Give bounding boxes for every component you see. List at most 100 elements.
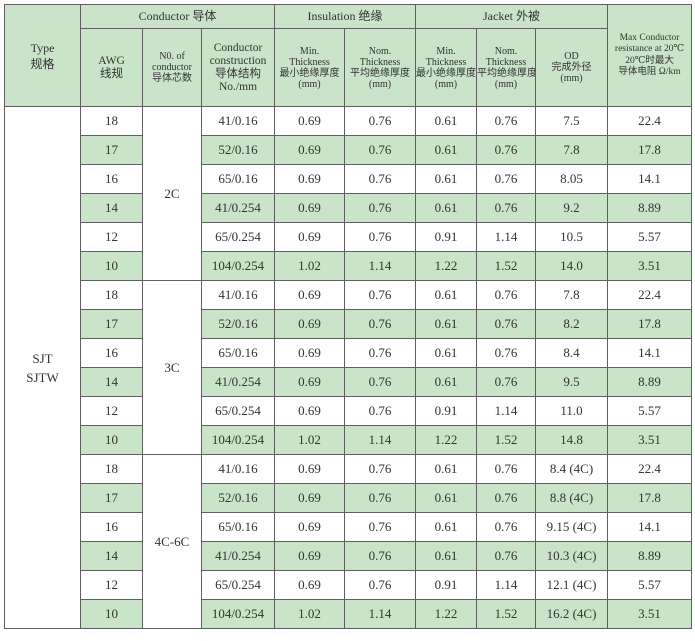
res-cell: 22.4 (607, 454, 693, 484)
jac-min-cell: 0.91 (415, 570, 478, 600)
ins-min-cell: 0.69 (274, 193, 346, 223)
ins-nom-cell: 0.76 (344, 454, 417, 484)
ins-nom-cell: 0.76 (344, 164, 417, 194)
ins-min-cell: 0.69 (274, 396, 346, 426)
ins-min-cell: 0.69 (274, 570, 346, 600)
ins-nom-cell: 0.76 (344, 367, 417, 397)
construction-cell: 41/0.254 (200, 541, 276, 571)
ins-min-cell: 0.69 (274, 541, 346, 571)
construction-cell: 65/0.16 (200, 338, 276, 368)
od-cell: 8.2 (535, 309, 609, 339)
jac-min-cell: 1.22 (415, 599, 478, 629)
construction-cell: 52/0.16 (200, 483, 276, 513)
jac-min-cell: 0.61 (415, 512, 478, 542)
no-conductor-header: N0. of conductor 导体芯数 (142, 28, 202, 107)
res-cell: 3.51 (607, 599, 693, 629)
ins-min-cell: 0.69 (274, 367, 346, 397)
jac-nom-cell: 1.52 (476, 599, 537, 629)
jac-nom-cell: 0.76 (476, 106, 537, 136)
construction-cell: 104/0.254 (200, 425, 276, 455)
ins-min-cell: 1.02 (274, 251, 346, 281)
table-row: 10 104/0.254 1.02 1.14 1.22 1.52 14.8 3.… (5, 425, 693, 455)
jac-nom-cell: 0.76 (476, 280, 537, 310)
table-row: 17 52/0.16 0.69 0.76 0.61 0.76 8.2 17.8 (5, 309, 693, 339)
construction-cell: 104/0.254 (200, 251, 276, 281)
type-cell: SJT SJTW (4, 106, 81, 629)
jac-nom-cell: 0.76 (476, 309, 537, 339)
od-cell: 8.4 (535, 338, 609, 368)
jac-min-cell: 0.61 (415, 541, 478, 571)
construction-cell: 41/0.16 (200, 106, 276, 136)
ins-nom-cell: 0.76 (344, 541, 417, 571)
jac-nom-cell: 0.76 (476, 483, 537, 513)
od-cell: 7.8 (535, 135, 609, 165)
awg-cell: 18 (80, 454, 143, 484)
res-cell: 5.57 (607, 570, 693, 600)
ins-min-cell: 0.69 (274, 454, 346, 484)
max-resistance-header: Max Conductor resistance at 20℃ 20℃时最大 导… (607, 4, 693, 107)
jac-nom-cell: 1.52 (476, 425, 537, 455)
insulation-nom-header: Nom. Thickness 平均绝缘厚度 (mm) (344, 28, 417, 107)
od-cell: 8.8 (4C) (535, 483, 609, 513)
od-cell: 9.15 (4C) (535, 512, 609, 542)
table-row: 18 4C-6C 41/0.16 0.69 0.76 0.61 0.76 8.4… (5, 454, 693, 629)
construction-cell: 41/0.254 (200, 193, 276, 223)
awg-header: AWG 线规 (80, 28, 143, 107)
table-row: 10 104/0.254 1.02 1.14 1.22 1.52 16.2 (4… (5, 599, 693, 629)
jac-nom-cell: 1.14 (476, 222, 537, 252)
table-row: 14 41/0.254 0.69 0.76 0.61 0.76 9.2 8.89 (5, 193, 693, 223)
jacket-group-header: Jacket 外被 (415, 4, 609, 29)
table-row: 16 65/0.16 0.69 0.76 0.61 0.76 9.15 (4C)… (5, 512, 693, 542)
od-cell: 10.5 (535, 222, 609, 252)
jac-min-cell: 0.61 (415, 135, 478, 165)
res-cell: 22.4 (607, 280, 693, 310)
jac-min-cell: 0.61 (415, 309, 478, 339)
jac-nom-cell: 0.76 (476, 454, 537, 484)
construction-cell: 52/0.16 (200, 135, 276, 165)
ins-nom-cell: 0.76 (344, 396, 417, 426)
ins-nom-cell: 0.76 (344, 280, 417, 310)
table-row: 14 41/0.254 0.69 0.76 0.61 0.76 9.5 8.89 (5, 367, 693, 397)
jac-min-cell: 0.61 (415, 106, 478, 136)
construction-cell: 65/0.16 (200, 512, 276, 542)
jac-min-cell: 0.61 (415, 367, 478, 397)
table-row: 12 65/0.254 0.69 0.76 0.91 1.14 11.0 5.5… (5, 396, 693, 426)
insulation-min-header: Min. Thickness 最小绝缘厚度 (mm) (274, 28, 346, 107)
ins-nom-cell: 0.76 (344, 135, 417, 165)
cores-cell: 4C-6C (142, 454, 202, 629)
res-cell: 14.1 (607, 512, 693, 542)
table-row: 12 65/0.254 0.69 0.76 0.91 1.14 12.1 (4C… (5, 570, 693, 600)
cores-cell: 3C (142, 280, 202, 455)
od-cell: 11.0 (535, 396, 609, 426)
jac-nom-cell: 1.52 (476, 251, 537, 281)
res-cell: 3.51 (607, 425, 693, 455)
res-cell: 14.1 (607, 338, 693, 368)
ins-min-cell: 0.69 (274, 280, 346, 310)
od-cell: 12.1 (4C) (535, 570, 609, 600)
od-cell: 7.8 (535, 280, 609, 310)
od-cell: 8.4 (4C) (535, 454, 609, 484)
jac-min-cell: 0.61 (415, 193, 478, 223)
ins-min-cell: 0.69 (274, 106, 346, 136)
jacket-nom-header: Nom. Thickness 平均绝缘厚度 (mm) (476, 28, 537, 107)
od-cell: 14.8 (535, 425, 609, 455)
ins-nom-cell: 1.14 (344, 251, 417, 281)
jac-nom-cell: 1.14 (476, 396, 537, 426)
res-cell: 3.51 (607, 251, 693, 281)
conductor-group-header: Conductor 导体 (79, 4, 276, 29)
ins-min-cell: 1.02 (274, 425, 346, 455)
ins-nom-cell: 1.14 (344, 425, 417, 455)
res-cell: 14.1 (607, 164, 693, 194)
jac-min-cell: 0.61 (415, 454, 478, 484)
construction-cell: 41/0.254 (200, 367, 276, 397)
ins-min-cell: 0.69 (274, 338, 346, 368)
awg-cell: 14 (80, 367, 143, 397)
jac-min-cell: 0.61 (415, 280, 478, 310)
ins-min-cell: 1.02 (274, 599, 346, 629)
table-row: 14 41/0.254 0.69 0.76 0.61 0.76 10.3 (4C… (5, 541, 693, 571)
res-cell: 17.8 (607, 483, 693, 513)
jac-min-cell: 0.91 (415, 396, 478, 426)
ins-nom-cell: 0.76 (344, 570, 417, 600)
construction-cell: 41/0.16 (200, 280, 276, 310)
jac-min-cell: 0.61 (415, 338, 478, 368)
